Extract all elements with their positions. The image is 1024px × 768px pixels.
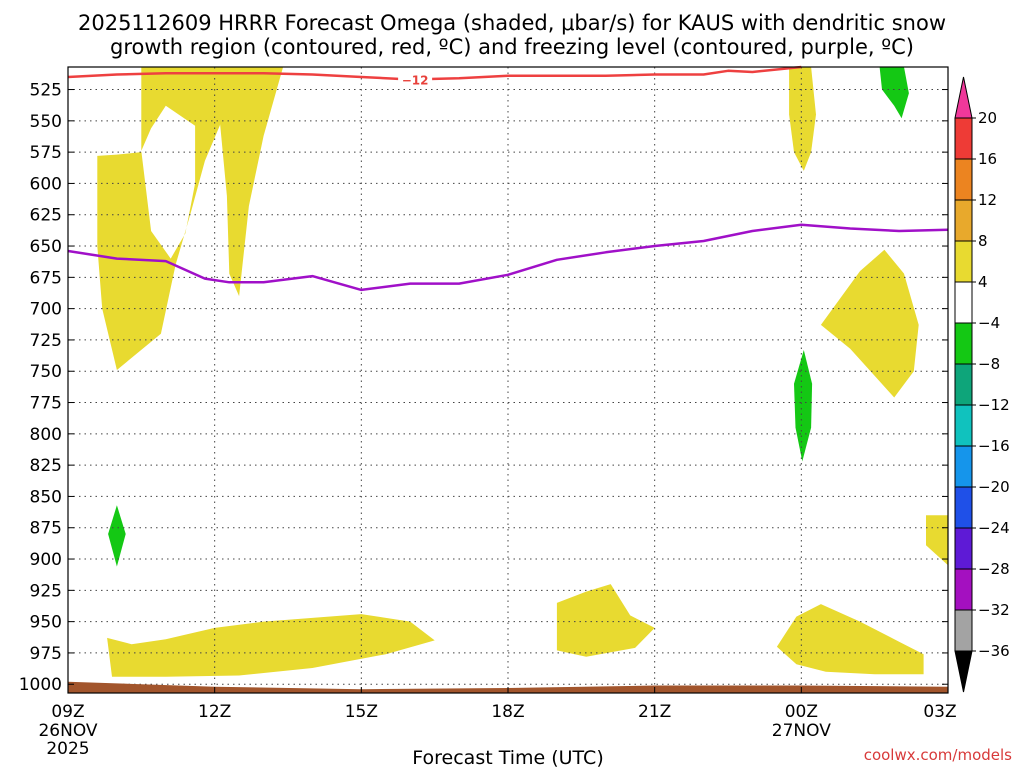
x-tick-date-26NOV: 26NOV	[38, 721, 97, 741]
colorbar-label-2: 12	[978, 191, 997, 209]
colorbar-label-6: −8	[978, 355, 1000, 373]
colorbar-label-7: −12	[978, 396, 1010, 414]
colorbar-swatch-6	[954, 322, 973, 365]
omega-region-3	[556, 584, 655, 657]
colorbar-swatch-7	[954, 363, 973, 406]
omega-region-9	[794, 350, 813, 462]
colorbar-label-10: −24	[978, 519, 1010, 537]
y-tick-label-775: 775	[30, 394, 62, 414]
y-tick-label-950: 950	[30, 613, 62, 633]
colorbar-swatch-10	[954, 486, 973, 529]
y-tick-label-550: 550	[30, 112, 62, 132]
grid-lines	[68, 67, 948, 693]
colorbar-label-12: −32	[978, 601, 1010, 619]
ground-surface	[68, 681, 948, 693]
y-axis-pressure-ticks: 525 550 575 600 625 650 675 700 725 750 775 800 825 8…	[19, 81, 948, 695]
x-axis-label: Forecast Time (UTC)	[412, 747, 603, 768]
colorbar-swatch-11	[954, 527, 973, 570]
x-tick-label-00Z: 00Z	[785, 702, 818, 722]
colorbar-swatch-14	[954, 650, 973, 693]
chart-title-line-1: 2025112609 HRRR Forecast Omega (shaded, …	[78, 11, 946, 35]
site-credit: coolwx.com/models	[864, 746, 1012, 764]
y-tick-label-850: 850	[30, 487, 62, 507]
omega-region-10	[108, 505, 126, 567]
omega-region-2	[107, 614, 435, 677]
colorbar-label-9: −20	[978, 478, 1010, 496]
omega-region-4	[776, 604, 924, 675]
y-tick-label-625: 625	[30, 206, 62, 226]
omega-colorbar: 20 16 12 8 4 −4 −8 −12 −16 −20 −24 −28 −32 −36	[954, 76, 1010, 693]
y-tick-label-1000: 1000	[19, 675, 62, 695]
colorbar-swatch-13	[954, 609, 973, 652]
y-tick-label-875: 875	[30, 519, 62, 539]
x-tick-label-15Z: 15Z	[345, 702, 378, 722]
x-tick-label-09Z: 09Z	[51, 702, 84, 722]
omega-region-8	[879, 67, 909, 119]
colorbar-swatch-8	[954, 404, 973, 447]
omega-region-7	[926, 515, 948, 566]
y-tick-label-900: 900	[30, 550, 62, 570]
omega-region-0	[97, 67, 230, 370]
y-tick-label-675: 675	[30, 268, 62, 288]
y-tick-label-600: 600	[30, 174, 62, 194]
chart-title-line-2: growth region (contoured, red, ºC) and f…	[110, 35, 914, 59]
omega-region-5	[820, 249, 919, 398]
y-tick-label-800: 800	[30, 425, 62, 445]
colorbar-label-4: 4	[978, 273, 988, 291]
y-tick-label-575: 575	[30, 143, 62, 163]
y-tick-label-925: 925	[30, 581, 62, 601]
colorbar-label-1: 16	[978, 150, 997, 168]
colorbar-swatch-1	[954, 117, 973, 160]
dgz-line	[67, 65, 802, 81]
omega-region-6	[789, 67, 816, 171]
y-tick-label-825: 825	[30, 456, 62, 476]
ground-fill	[68, 681, 948, 693]
x-tick-label-03Z: 03Z	[923, 702, 956, 722]
colorbar-label-8: −16	[978, 437, 1010, 455]
colorbar-label-11: −28	[978, 560, 1010, 578]
dgz-contour-label: −12	[402, 73, 429, 87]
x-tick-year-2025: 2025	[46, 739, 89, 759]
y-tick-label-975: 975	[30, 644, 62, 664]
contour-lines: −12	[67, 65, 949, 292]
colorbar-swatch-12	[954, 568, 973, 611]
x-tick-label-21Z: 21Z	[638, 702, 671, 722]
colorbar-swatch-9	[954, 445, 973, 488]
y-tick-label-525: 525	[30, 81, 62, 101]
y-tick-label-650: 650	[30, 237, 62, 257]
freezing-level-line	[67, 223, 949, 292]
x-tick-date-27NOV: 27NOV	[772, 721, 831, 741]
colorbar-swatch-5	[954, 281, 973, 324]
colorbar-label-0: 20	[978, 109, 997, 127]
colorbar-swatch-0	[954, 76, 973, 119]
colorbar-label-3: 8	[978, 232, 988, 250]
colorbar-swatch-3	[954, 199, 973, 242]
y-tick-label-700: 700	[30, 300, 62, 320]
dgz-label-background	[398, 71, 433, 87]
colorbar-swatch-4	[954, 240, 973, 283]
colorbar-label-5: −4	[978, 314, 1000, 332]
omega-shaded-regions	[97, 67, 948, 677]
x-tick-label-18Z: 18Z	[491, 702, 524, 722]
y-tick-label-725: 725	[30, 331, 62, 351]
y-tick-label-750: 750	[30, 362, 62, 382]
colorbar-swatch-2	[954, 158, 973, 201]
x-tick-label-12Z: 12Z	[198, 702, 231, 722]
omega-region-1	[214, 67, 284, 297]
colorbar-label-13: −36	[978, 642, 1010, 660]
